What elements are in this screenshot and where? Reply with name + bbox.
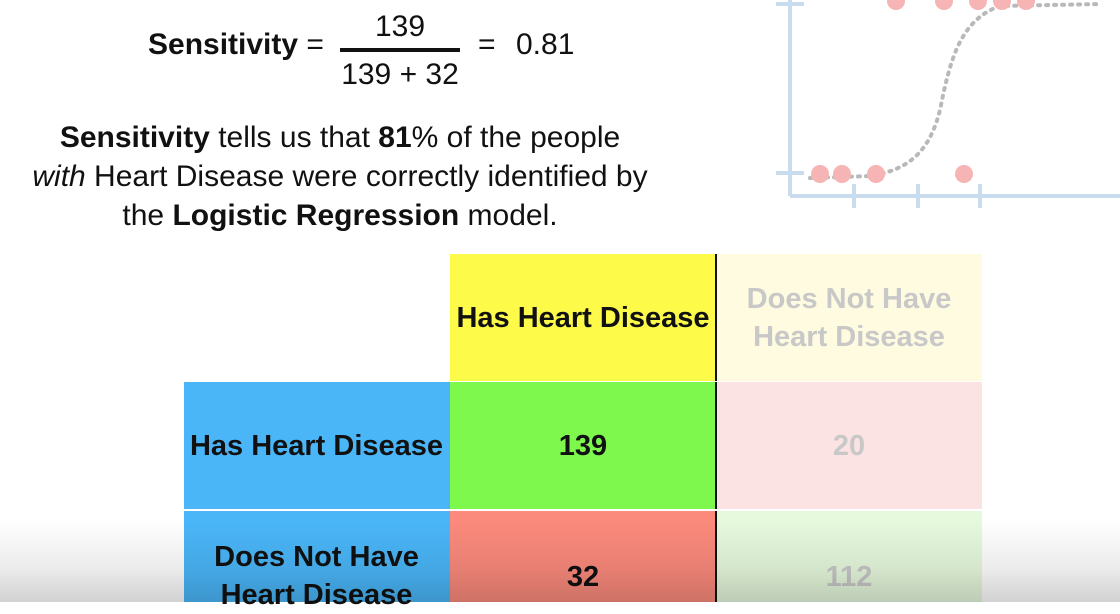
row-header-has-disease: Has Heart Disease	[183, 382, 450, 510]
fraction-bar	[340, 48, 460, 52]
plot-axes	[776, 0, 1120, 208]
explanation-text-4: the	[122, 199, 173, 232]
column-header-has-disease: Has Heart Disease	[450, 254, 716, 382]
grid-left-border	[183, 382, 184, 602]
formula-result: 0.81	[516, 28, 575, 61]
data-point	[887, 0, 905, 10]
column-header-no-disease: Does Not Have Heart Disease	[716, 254, 982, 382]
data-point	[1017, 0, 1035, 10]
explanation-text-2: % of the people	[411, 121, 621, 154]
true-negative-cell: 112	[716, 510, 982, 602]
explanation-percent: 81	[378, 121, 412, 154]
formula-equals-2: =	[478, 28, 496, 61]
explanation-text-5: model.	[459, 199, 558, 232]
explanation-text-3: Heart Disease were correctly identified …	[85, 160, 648, 193]
formula-lhs: Sensitivity =	[148, 28, 324, 62]
sensitivity-explanation: Sensitivity tells us that 81% of the peo…	[0, 118, 680, 235]
false-negative-cell: 32	[450, 510, 716, 602]
plot-points	[811, 0, 1035, 183]
explanation-text-1: tells us that	[209, 121, 379, 154]
data-point	[811, 165, 829, 183]
data-point	[969, 0, 987, 10]
data-point	[993, 0, 1011, 10]
grid-vertical-divider	[715, 254, 717, 602]
formula-numerator: 139	[374, 10, 426, 43]
row-header-no-disease: Does Not Have Heart Disease	[183, 510, 450, 611]
sensitivity-formula: Sensitivity = 139 139 + 32 = 0.81	[148, 8, 608, 100]
data-point	[955, 165, 973, 183]
grid-divider-row-2	[183, 509, 983, 511]
data-point	[867, 165, 885, 183]
explanation-model: Logistic Regression	[172, 199, 460, 232]
data-point	[833, 165, 851, 183]
logistic-curve	[808, 2, 1102, 180]
formula-fraction: 139 139 + 32	[340, 8, 460, 94]
false-positive-cell: 20	[716, 382, 982, 510]
grid-divider-row-1	[183, 381, 983, 382]
formula-equals: =	[306, 28, 324, 61]
true-positive-cell: 139	[450, 382, 716, 510]
explanation-term: Sensitivity	[59, 121, 210, 154]
formula-term: Sensitivity	[148, 28, 299, 61]
formula-denominator: 139 + 32	[341, 58, 459, 91]
logistic-regression-plot	[776, 0, 1120, 208]
explanation-with: with	[32, 160, 86, 193]
data-point	[935, 0, 953, 10]
